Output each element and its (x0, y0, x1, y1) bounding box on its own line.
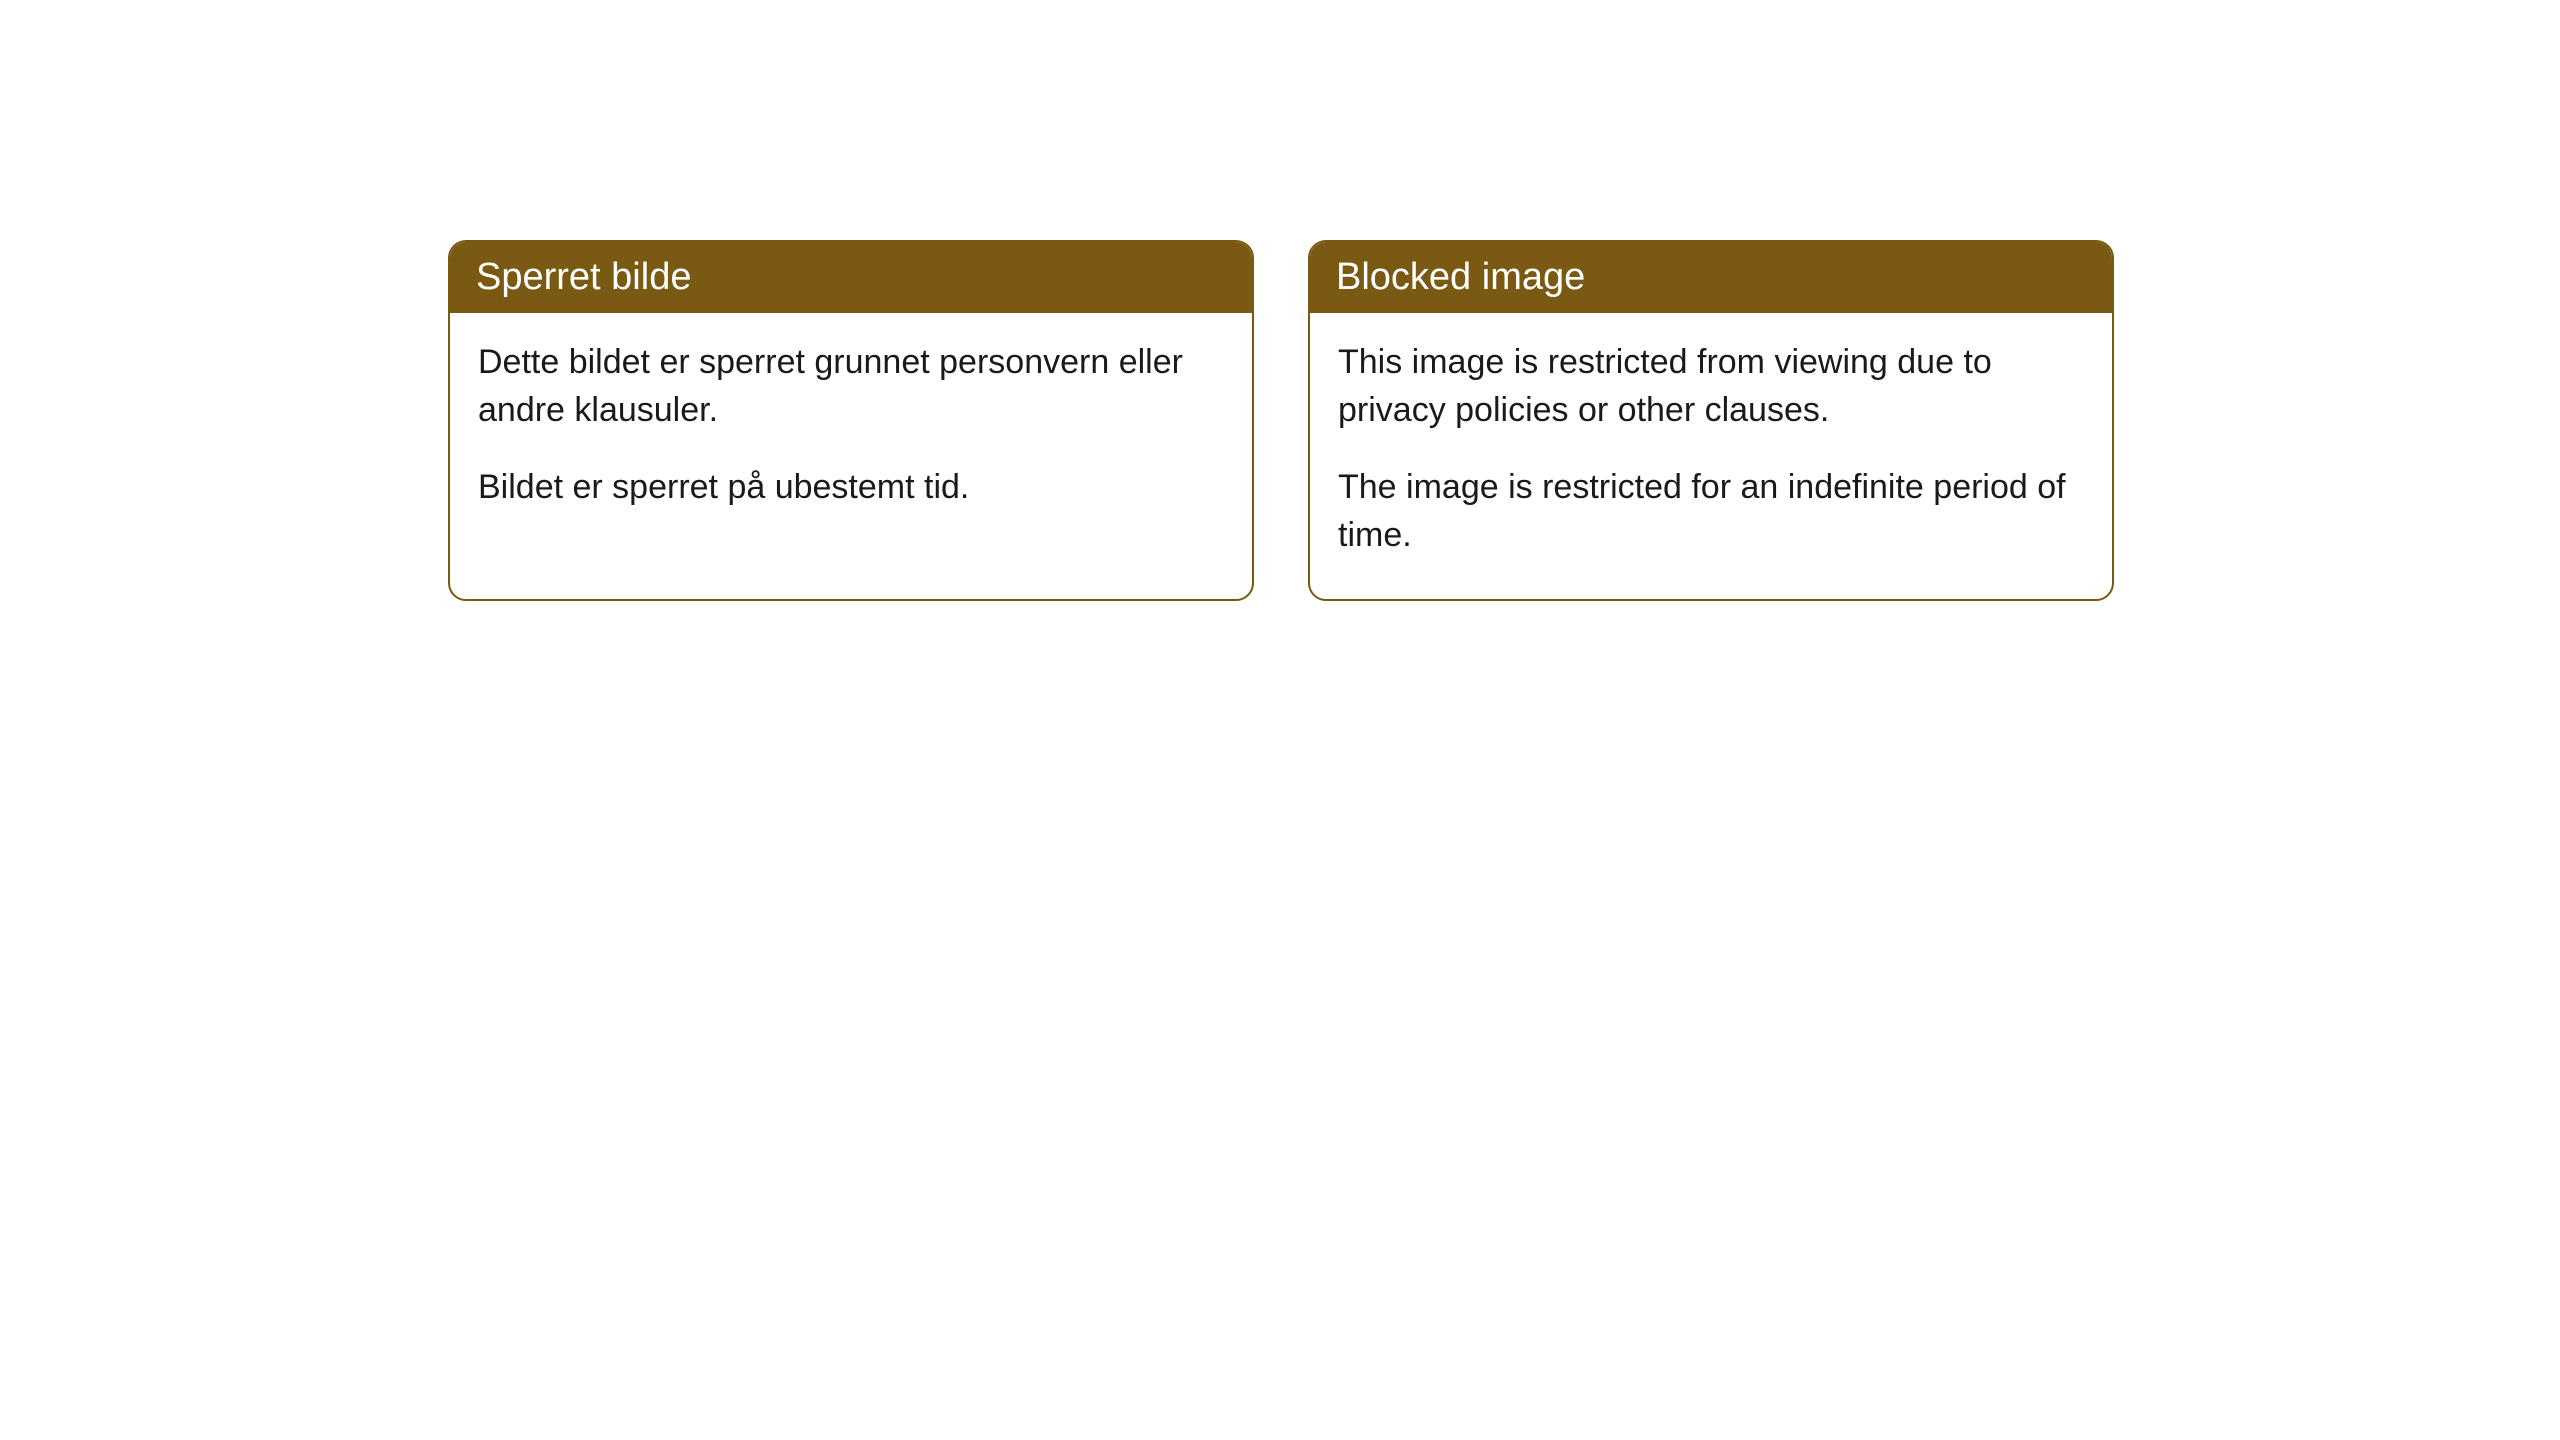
notice-card-norwegian: Sperret bilde Dette bildet er sperret gr… (448, 240, 1254, 601)
card-body: Dette bildet er sperret grunnet personve… (450, 313, 1252, 552)
card-header: Sperret bilde (450, 242, 1252, 313)
card-paragraph: The image is restricted for an indefinit… (1338, 464, 2084, 559)
card-header: Blocked image (1310, 242, 2112, 313)
card-paragraph: Bildet er sperret på ubestemt tid. (478, 464, 1224, 512)
card-paragraph: Dette bildet er sperret grunnet personve… (478, 339, 1224, 434)
card-body: This image is restricted from viewing du… (1310, 313, 2112, 599)
notice-card-english: Blocked image This image is restricted f… (1308, 240, 2114, 601)
notice-cards-container: Sperret bilde Dette bildet er sperret gr… (448, 240, 2114, 601)
card-paragraph: This image is restricted from viewing du… (1338, 339, 2084, 434)
